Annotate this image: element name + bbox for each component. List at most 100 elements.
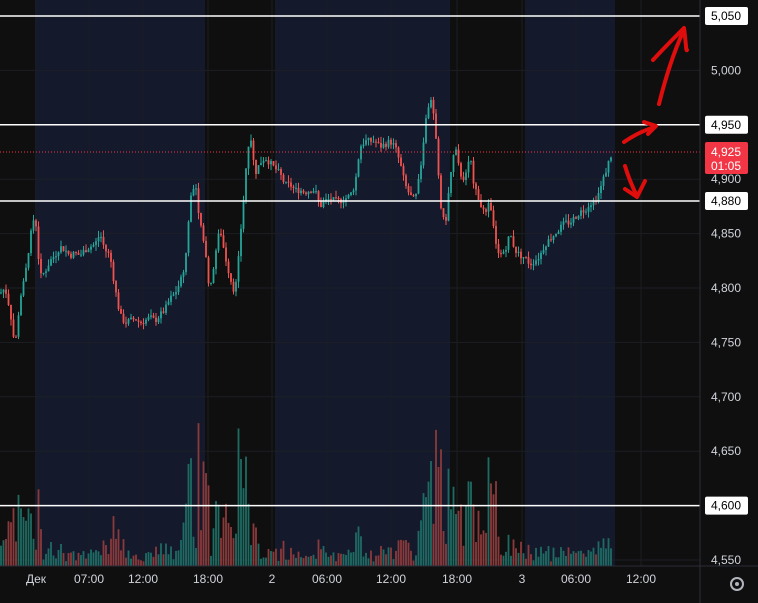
candle-body-143 <box>357 159 360 177</box>
candle-body-195 <box>487 202 490 212</box>
volume-bar-204 <box>510 555 512 566</box>
x-tick-label-1: 07:00 <box>74 572 104 586</box>
candle-body-169 <box>422 142 425 166</box>
candle-body-56 <box>140 321 142 324</box>
level-label-2[interactable]: 4,880 <box>711 194 741 208</box>
candle-body-232 <box>580 210 582 216</box>
volume-bar-130 <box>325 552 327 566</box>
volume-bar-227 <box>567 547 570 566</box>
x-tick-label-2: 12:00 <box>128 572 158 586</box>
candle-body-77 <box>192 188 195 196</box>
volume-bar-202 <box>505 551 507 566</box>
volume-bar-172 <box>430 461 432 566</box>
volume-bar-27 <box>67 553 70 566</box>
volume-bar-96 <box>240 459 242 566</box>
candle-body-192 <box>480 199 482 208</box>
volume-bar-75 <box>187 463 190 566</box>
volume-bar-41 <box>102 540 105 566</box>
level-label-0[interactable]: 5,050 <box>711 9 741 23</box>
candle-body-30 <box>75 251 77 253</box>
candle-body-241 <box>602 176 605 186</box>
volume-bar-72 <box>180 540 182 566</box>
volume-bar-169 <box>422 493 425 566</box>
volume-bar-74 <box>185 503 187 566</box>
volume-bar-228 <box>570 553 572 566</box>
volume-bar-230 <box>575 552 577 566</box>
candle-body-0 <box>0 292 2 294</box>
candle-body-213 <box>532 264 535 266</box>
candle-body-31 <box>77 252 80 255</box>
x-tick-label-3: 18:00 <box>193 572 223 586</box>
candle-body-47 <box>117 292 120 309</box>
volume-bar-142 <box>355 532 357 566</box>
volume-bar-113 <box>282 540 285 566</box>
candle-body-148 <box>370 138 372 142</box>
candle-body-170 <box>425 118 427 143</box>
candle-body-17 <box>42 272 45 274</box>
volume-bar-145 <box>362 556 365 566</box>
volume-bar-115 <box>287 559 290 566</box>
volume-bar-6 <box>15 541 17 566</box>
volume-bar-57 <box>142 561 145 566</box>
volume-bar-54 <box>135 554 137 566</box>
volume-bar-85 <box>212 528 215 566</box>
horizontal-levels[interactable] <box>0 15 700 507</box>
hand-drawn-arrows <box>622 26 689 199</box>
volume-bar-8 <box>20 508 22 566</box>
level-label-1[interactable]: 4,950 <box>711 118 741 132</box>
candle-body-217 <box>542 250 545 253</box>
price-axis[interactable]: 4,550 4,650 4,700 4,750 4,800 4,850 4,900 5,000… <box>700 0 758 567</box>
candle-body-105 <box>262 160 265 164</box>
candle-body-227 <box>567 220 570 225</box>
volume-bar-160 <box>400 539 402 566</box>
volume-bar-144 <box>360 536 362 566</box>
volume-bar-167 <box>417 530 420 566</box>
volume-bar-143 <box>357 526 360 566</box>
candle-body-97 <box>242 200 245 229</box>
volume-bar-31 <box>77 552 80 566</box>
candle-body-103 <box>257 165 260 174</box>
candle-body-180 <box>450 172 452 193</box>
candle-body-187 <box>467 161 470 173</box>
candle-body-239 <box>597 193 600 202</box>
candle-body-109 <box>272 161 275 166</box>
volume-bar-181 <box>452 486 455 566</box>
candle-body-39 <box>97 237 100 242</box>
candle-body-10 <box>25 267 27 282</box>
x-tick-label-0: Дек <box>26 572 47 586</box>
candle-body-230 <box>575 217 577 219</box>
volume-bar-79 <box>197 423 200 566</box>
volume-bar-191 <box>477 510 480 566</box>
candle-body-231 <box>577 215 580 219</box>
candle-body-135 <box>337 197 340 200</box>
volume-bar-233 <box>582 553 585 566</box>
volume-bar-166 <box>415 555 417 566</box>
candle-body-5 <box>12 319 15 337</box>
volume-bar-125 <box>312 554 315 566</box>
candle-body-129 <box>322 201 325 207</box>
candle-body-90 <box>225 247 227 262</box>
candle-body-83 <box>207 257 210 284</box>
candle-body-41 <box>102 236 105 245</box>
candle-body-20 <box>50 259 52 266</box>
candle-body-24 <box>60 246 62 253</box>
volume-bar-32 <box>80 555 82 566</box>
candle-body-133 <box>332 197 335 200</box>
candle-body-75 <box>187 221 190 253</box>
level-label-3[interactable]: 4,600 <box>711 499 741 513</box>
candle-body-171 <box>427 107 430 119</box>
volume-bar-107 <box>267 548 270 566</box>
volume-bar-126 <box>315 558 317 566</box>
volume-bar-100 <box>250 545 252 566</box>
volume-bar-197 <box>492 494 495 566</box>
candle-body-13 <box>32 220 35 231</box>
candle-body-16 <box>40 259 42 274</box>
candle-body-15 <box>37 226 40 260</box>
x-tick-label-10: 12:00 <box>626 572 656 586</box>
volume-bar-50 <box>125 557 127 566</box>
candle-body-110 <box>275 165 277 170</box>
settings-gear-icon[interactable] <box>730 577 744 591</box>
candle-body-191 <box>477 189 480 200</box>
